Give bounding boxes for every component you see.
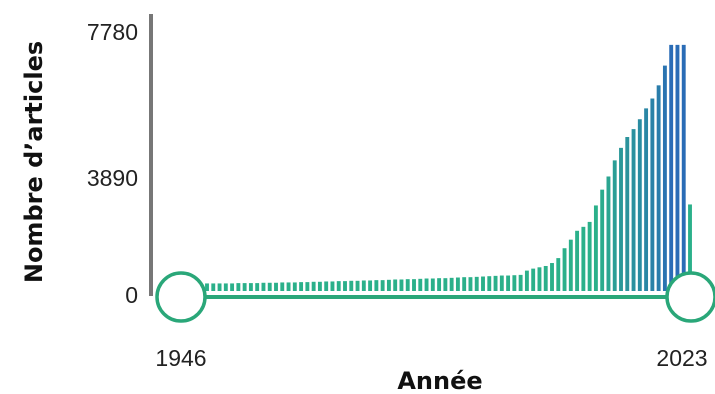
bar-1984 [443, 278, 448, 291]
y-tick-label-max: 7780 [87, 19, 138, 45]
bar-1977 [399, 279, 404, 291]
bar-1960 [292, 282, 297, 291]
bar-1953 [248, 283, 253, 291]
bar-1973 [374, 280, 379, 291]
bar-1991 [487, 276, 492, 291]
bar-1974 [380, 280, 385, 291]
bar-2000 [543, 265, 548, 291]
bar-2014 [631, 129, 636, 291]
bar-2003 [562, 248, 567, 291]
y-tick-label-zero: 0 [125, 282, 138, 308]
bar-1968 [343, 281, 347, 291]
bar-1985 [449, 277, 454, 291]
bar-1981 [424, 278, 429, 291]
bar-1969 [349, 280, 354, 291]
bar-1957 [274, 282, 278, 291]
bar-1980 [418, 278, 423, 291]
bar-1987 [462, 277, 467, 291]
bar-1948 [217, 283, 222, 291]
bar-1954 [255, 283, 260, 291]
bar-2017 [650, 98, 655, 291]
bar-1964 [317, 281, 322, 291]
bar-1963 [311, 281, 316, 291]
bar-1965 [324, 281, 329, 291]
range-slider[interactable] [155, 271, 715, 323]
bar-1990 [481, 276, 485, 291]
bar-1972 [368, 280, 373, 291]
bars-group [205, 44, 692, 292]
bar-1955 [261, 282, 266, 291]
bar-1946 [205, 283, 209, 291]
y-tick-label-mid: 3890 [87, 165, 138, 191]
bar-1989 [474, 276, 479, 291]
bar-1962 [305, 282, 310, 291]
bar-2023 [688, 204, 692, 291]
bar-1999 [537, 267, 542, 291]
bar-1956 [267, 282, 272, 291]
bar-1951 [236, 283, 241, 291]
bar-1971 [361, 280, 366, 291]
bar-2019 [662, 65, 667, 291]
range-slider-end-handle[interactable] [665, 271, 715, 323]
bar-2002 [556, 258, 561, 291]
bar-2006 [581, 226, 586, 291]
bar-1979 [412, 279, 416, 291]
bar-1949 [223, 283, 228, 291]
bar-1967 [336, 281, 341, 291]
bar-1959 [286, 282, 291, 291]
bar-1997 [524, 270, 529, 291]
bar-2016 [644, 108, 649, 291]
bar-2001 [550, 263, 554, 291]
bar-2015 [637, 119, 642, 292]
bar-1961 [299, 282, 304, 291]
bar-1952 [242, 283, 247, 291]
bar-1986 [455, 277, 460, 291]
bar-2010 [606, 176, 611, 291]
bar-1996 [518, 274, 523, 291]
x-tick-label-end: 2023 [656, 345, 707, 371]
bar-1966 [330, 281, 335, 291]
y-axis-title: Nombre d’articles [20, 41, 48, 283]
bar-2005 [575, 230, 580, 291]
bar-2004 [568, 239, 573, 291]
bar-1978 [405, 279, 410, 291]
bar-1995 [512, 275, 517, 291]
bar-1947 [211, 283, 216, 291]
range-slider-start-handle[interactable] [155, 271, 207, 323]
bar-1976 [393, 279, 398, 291]
x-axis-title: Année [397, 367, 482, 394]
bar-1982 [430, 278, 435, 291]
bar-1950 [230, 283, 235, 291]
bar-2021 [675, 44, 680, 292]
bar-2012 [619, 147, 623, 291]
x-tick-label-start: 1946 [155, 345, 206, 371]
bar-2009 [600, 189, 605, 291]
bar-1993 [499, 275, 504, 291]
bar-2020 [669, 44, 674, 292]
bar-1958 [280, 282, 285, 291]
bar-2022 [681, 44, 686, 292]
bar-1988 [468, 277, 473, 291]
bar-1998 [531, 268, 536, 291]
bar-1970 [355, 280, 360, 291]
bar-1994 [506, 275, 511, 291]
bar-2007 [587, 221, 592, 291]
bar-2013 [625, 137, 630, 291]
bar-2008 [593, 205, 598, 291]
bar-2011 [612, 160, 617, 291]
bar-1992 [493, 275, 498, 291]
bar-2018 [656, 85, 661, 291]
bar-1975 [386, 279, 391, 291]
bar-1983 [437, 278, 442, 291]
